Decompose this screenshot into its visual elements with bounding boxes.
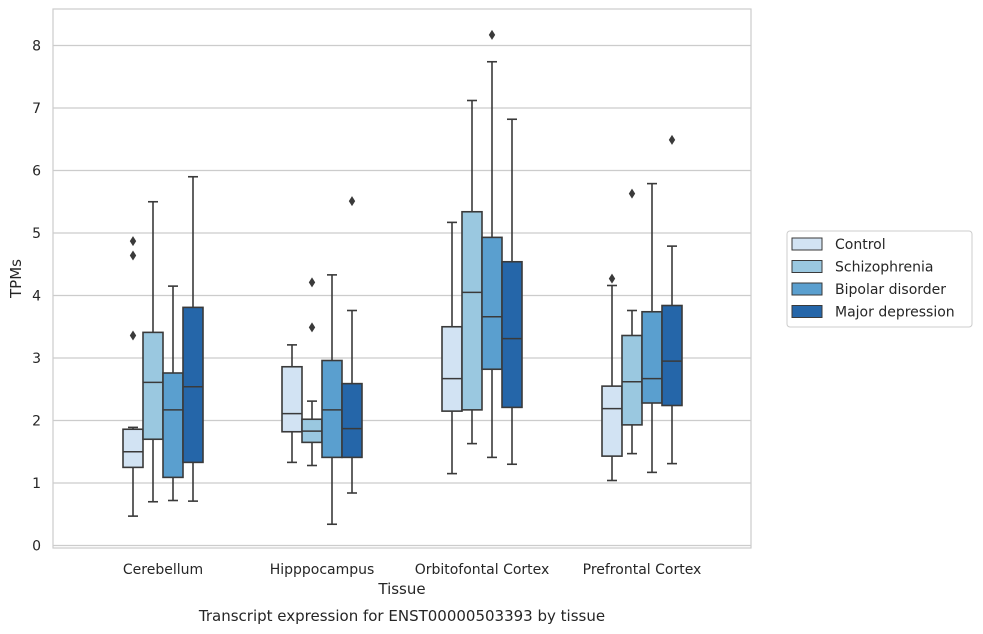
y-tick-label-7: 7 <box>32 101 41 117</box>
outlier-0 <box>608 273 616 284</box>
legend-label-2: Bipolar disorder <box>835 282 946 298</box>
outlier-0 <box>628 188 636 199</box>
y-tick-label-2: 2 <box>32 414 41 430</box>
box-rect <box>661 304 683 407</box>
box-rect <box>481 236 503 371</box>
box-rect <box>142 331 164 441</box>
box-rect <box>122 428 144 469</box>
box-rect <box>281 365 303 433</box>
legend-label-0: Control <box>835 237 886 253</box>
legend: Control Schizophrenia Bipolar disorder Majo… <box>786 230 973 328</box>
y-tick-label-4: 4 <box>32 289 41 305</box>
box-0-2 <box>162 285 184 502</box>
box-3-3 <box>661 134 683 465</box>
box-0-0 <box>122 236 144 517</box>
outlier-0 <box>668 134 676 145</box>
y-tick-label-3: 3 <box>32 351 41 367</box>
box-rect <box>501 260 523 409</box>
legend-swatch-0 <box>791 237 823 251</box>
box-rect <box>641 310 663 404</box>
box-0-3 <box>182 175 204 502</box>
box-rect <box>601 385 623 457</box>
outlier-0 <box>308 322 316 333</box>
outlier-1 <box>129 250 137 261</box>
x-tick-label-2: Orbitofontal Cortex <box>415 562 550 578</box>
box-rect <box>162 372 184 479</box>
boxes-layer <box>122 29 683 526</box>
y-tick-label-6: 6 <box>32 164 41 180</box>
outlier-0 <box>129 330 137 341</box>
box-1-0 <box>281 344 303 464</box>
chart-caption: Transcript expression for ENST0000050339… <box>198 607 605 625</box>
legend-swatch-3 <box>791 305 823 318</box>
outlier-2 <box>129 236 137 247</box>
outlier-0 <box>488 29 496 40</box>
legend-label-3: Major depression <box>835 305 955 321</box>
outlier-0 <box>348 196 356 207</box>
x-axis-label: Tissue <box>377 580 425 598</box>
plot-frame <box>52 8 752 549</box>
x-tick-label-3: Prefrontal Cortex <box>583 562 702 578</box>
box-rect <box>441 325 463 412</box>
legend-frame <box>786 230 973 328</box>
y-axis-label: TPMs <box>7 259 25 299</box>
legend-swatch-2 <box>791 282 823 296</box>
y-tick-label-1: 1 <box>32 476 41 492</box>
box-rect <box>461 210 483 411</box>
y-tick-label-8: 8 <box>32 39 41 55</box>
y-tick-label-5: 5 <box>32 226 41 242</box>
box-3-0 <box>601 273 623 482</box>
y-axis-ticks: 0 1 2 3 4 5 6 7 8 <box>32 39 41 555</box>
legend-label-1: Schizophrenia <box>835 260 933 276</box>
box-1-1 <box>301 277 323 467</box>
x-axis-ticks: Cerebellum Hipppocampus Orbitofontal Corte… <box>123 562 701 578</box>
x-tick-label-1: Hipppocampus <box>270 562 375 578</box>
box-1-3 <box>341 196 363 494</box>
box-rect <box>321 359 343 459</box>
box-rect <box>341 382 363 459</box>
box-0-1 <box>142 200 164 503</box>
box-2-0 <box>441 221 463 475</box>
outlier-1 <box>308 277 316 288</box>
box-2-3 <box>501 118 523 466</box>
y-tick-label-0: 0 <box>32 539 41 555</box>
legend-swatch-1 <box>791 260 823 273</box>
box-rect <box>621 334 643 426</box>
x-tick-label-0: Cerebellum <box>123 562 203 578</box>
plot-background <box>53 9 751 548</box>
box-rect <box>182 306 204 464</box>
